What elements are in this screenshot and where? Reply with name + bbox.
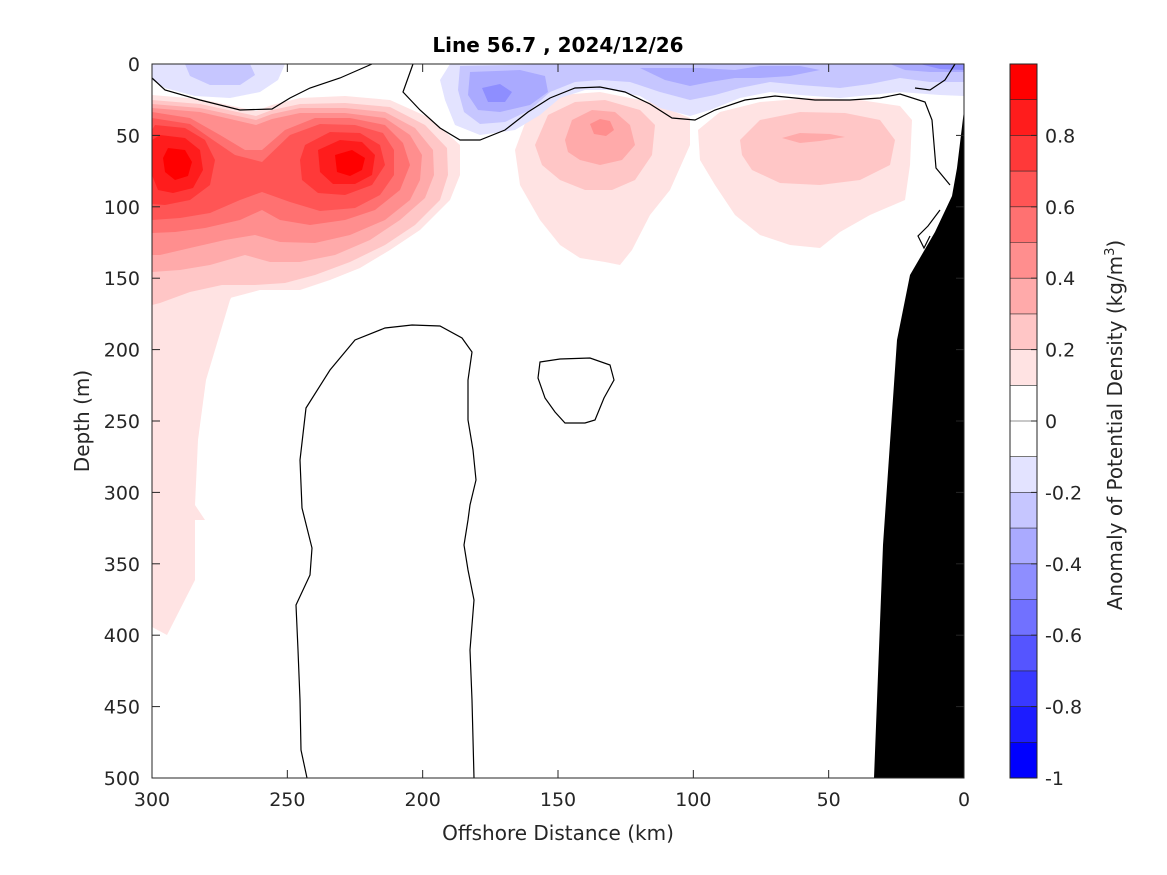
x-tick-label: 50 xyxy=(817,789,841,811)
colorbar-swatch xyxy=(1010,421,1037,458)
colorbar-swatch xyxy=(1010,135,1037,172)
zero-contour-surface-mid xyxy=(402,63,951,186)
colorbar-swatch xyxy=(1010,385,1037,422)
chart-title: Line 56.7 , 2024/12/26 xyxy=(432,33,683,57)
zero-contour-surface-left xyxy=(151,63,373,111)
y-tick-label: 400 xyxy=(104,625,140,647)
colorbar-swatch xyxy=(1010,64,1037,101)
colorbar-swatch xyxy=(1010,492,1037,529)
colorbar-tick-label: -1 xyxy=(1045,768,1064,790)
colorbar-tick-label: 0.6 xyxy=(1045,197,1075,219)
mid-positive-band-0.3 xyxy=(565,110,635,165)
y-axis: 0 50 100 150 200 250 300 350 400 450 500 xyxy=(104,54,964,790)
y-axis-label: Depth (m) xyxy=(70,370,94,472)
y-tick-label: 50 xyxy=(116,125,140,147)
negative-band-0.2-left xyxy=(185,64,255,85)
colorbar-swatch xyxy=(1010,242,1037,279)
x-axis-label: Offshore Distance (km) xyxy=(442,821,674,845)
colorbar-swatch xyxy=(1010,456,1037,493)
y-tick-label: 350 xyxy=(104,554,140,576)
colorbar-swatch xyxy=(1010,313,1037,351)
y-tick-label: 0 xyxy=(128,54,140,76)
colorbar-swatch xyxy=(1010,171,1037,208)
x-tick-label: 200 xyxy=(405,789,441,811)
colorbar-tick-label: 0.8 xyxy=(1045,125,1075,147)
positive-band-0.7 xyxy=(152,125,385,205)
colorbar-swatch xyxy=(1010,670,1037,708)
y-tick-label: 450 xyxy=(104,697,140,719)
colorbar-swatch xyxy=(1010,278,1037,315)
colorbar-tick-label: 0 xyxy=(1045,411,1057,433)
positive-band-0.8 xyxy=(152,135,375,193)
negative-band-0.2-right xyxy=(458,64,964,124)
colorbar-label: Anomaly of Potential Density (kg/m3) xyxy=(1103,240,1127,610)
x-tick-label: 300 xyxy=(134,789,170,811)
y-tick-label: 100 xyxy=(104,197,140,219)
colorbar-label-end: ) xyxy=(1103,240,1127,248)
negative-band-0.3-right xyxy=(468,64,964,112)
colorbar-swatch xyxy=(1010,706,1037,743)
colorbar-swatch xyxy=(1010,635,1037,672)
inshore-positive-band-0.2 xyxy=(740,112,895,185)
zero-contour-nearshore xyxy=(914,63,956,91)
zero-contours xyxy=(151,63,956,779)
colorbar-label-main: Anomaly of Potential Density (kg/m xyxy=(1103,256,1127,610)
y-tick-label: 300 xyxy=(104,482,140,504)
x-axis: 300 250 200 150 100 50 0 xyxy=(134,64,970,811)
x-tick-label: 150 xyxy=(540,789,576,811)
positive-band-0.9 xyxy=(163,148,365,180)
colorbar: 0.8 0.6 0.4 0.2 0 -0.2 -0.4 -0.6 -0.8 -1 xyxy=(1009,63,1082,790)
colorbar-swatch xyxy=(1010,528,1037,565)
y-tick-label: 500 xyxy=(104,768,140,790)
x-tick-label: 250 xyxy=(269,789,305,811)
colorbar-swatch xyxy=(1010,206,1037,243)
colorbar-swatch xyxy=(1010,99,1037,136)
zero-contour-deep-loop xyxy=(295,324,477,779)
mid-positive-band-0.4 xyxy=(590,119,614,136)
colorbar-tick-label: -0.4 xyxy=(1045,554,1082,576)
colorbar-tick-label: -0.8 xyxy=(1045,697,1082,719)
y-tick-label: 250 xyxy=(104,411,140,433)
colorbar-tick-label: -0.6 xyxy=(1045,625,1082,647)
colorbar-label-superscript: 3 xyxy=(1103,248,1118,256)
colorbar-swatch xyxy=(1010,563,1037,600)
anomaly-fill-layer xyxy=(152,64,964,778)
y-tick-label: 200 xyxy=(104,340,140,362)
inshore-positive-band-0.3 xyxy=(782,133,845,143)
colorbar-swatch xyxy=(1010,599,1037,636)
plot-area xyxy=(151,63,965,779)
zero-contour-shelf xyxy=(917,209,941,250)
colorbar-tick-label: 0.2 xyxy=(1045,340,1075,362)
x-tick-label: 0 xyxy=(958,789,970,811)
zero-contour-small-loop xyxy=(537,357,615,424)
colorbar-swatch xyxy=(1010,742,1037,779)
colorbar-tick-label: 0.4 xyxy=(1045,268,1075,290)
y-tick-label: 150 xyxy=(104,268,140,290)
colorbar-swatch xyxy=(1010,349,1037,386)
colorbar-tick-label: -0.2 xyxy=(1045,482,1082,504)
x-tick-label: 100 xyxy=(675,789,711,811)
bathymetry xyxy=(874,110,964,778)
